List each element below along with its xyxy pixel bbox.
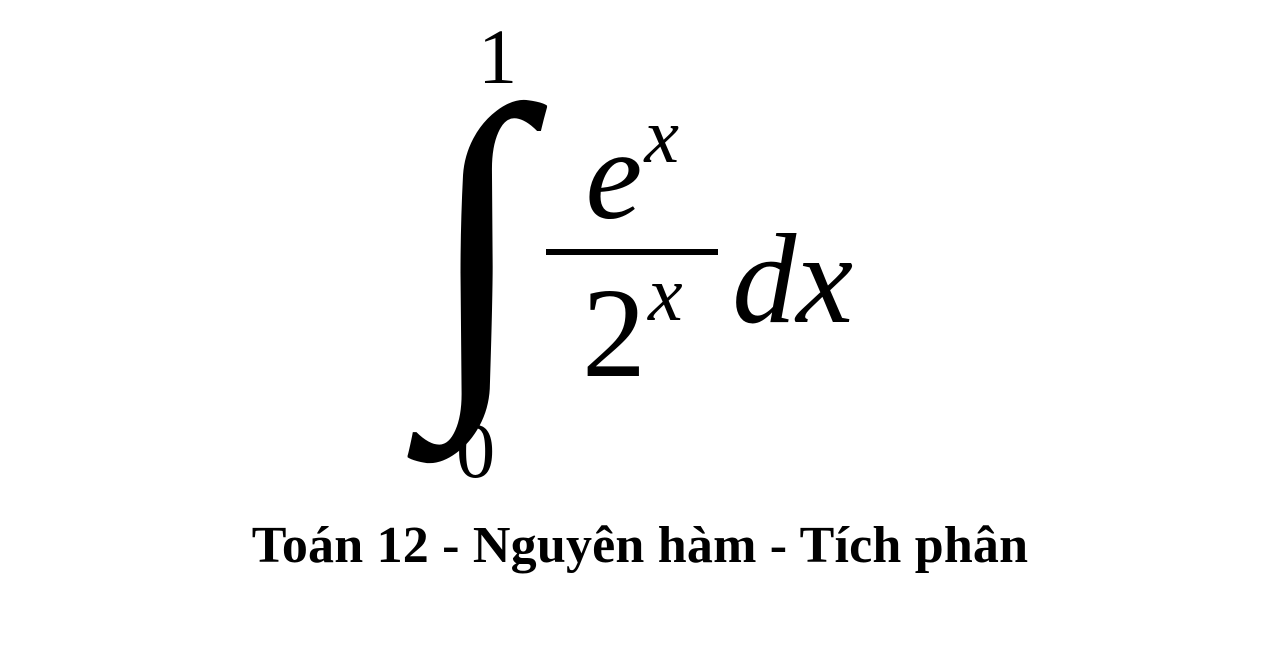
numerator-exponent: x (644, 97, 679, 175)
fraction-denominator: 2 x (582, 269, 683, 397)
fraction: e x 2 x (546, 111, 718, 397)
integral-with-limits: 1 ∫ 0 (427, 18, 528, 490)
differential: dx (732, 215, 853, 343)
integral-sign: ∫ (427, 96, 528, 416)
fraction-numerator: e x (586, 111, 679, 239)
page: 1 ∫ 0 e x 2 x dx Toán 12 - Nguyên hàm - … (0, 0, 1280, 671)
integral-formula: 1 ∫ 0 e x 2 x dx (427, 18, 853, 490)
caption-text: Toán 12 - Nguyên hàm - Tích phân (252, 516, 1029, 575)
denominator-exponent: x (648, 255, 683, 333)
denominator-base: 2 (582, 269, 646, 397)
numerator-base: e (586, 111, 643, 239)
fraction-bar (546, 249, 718, 255)
